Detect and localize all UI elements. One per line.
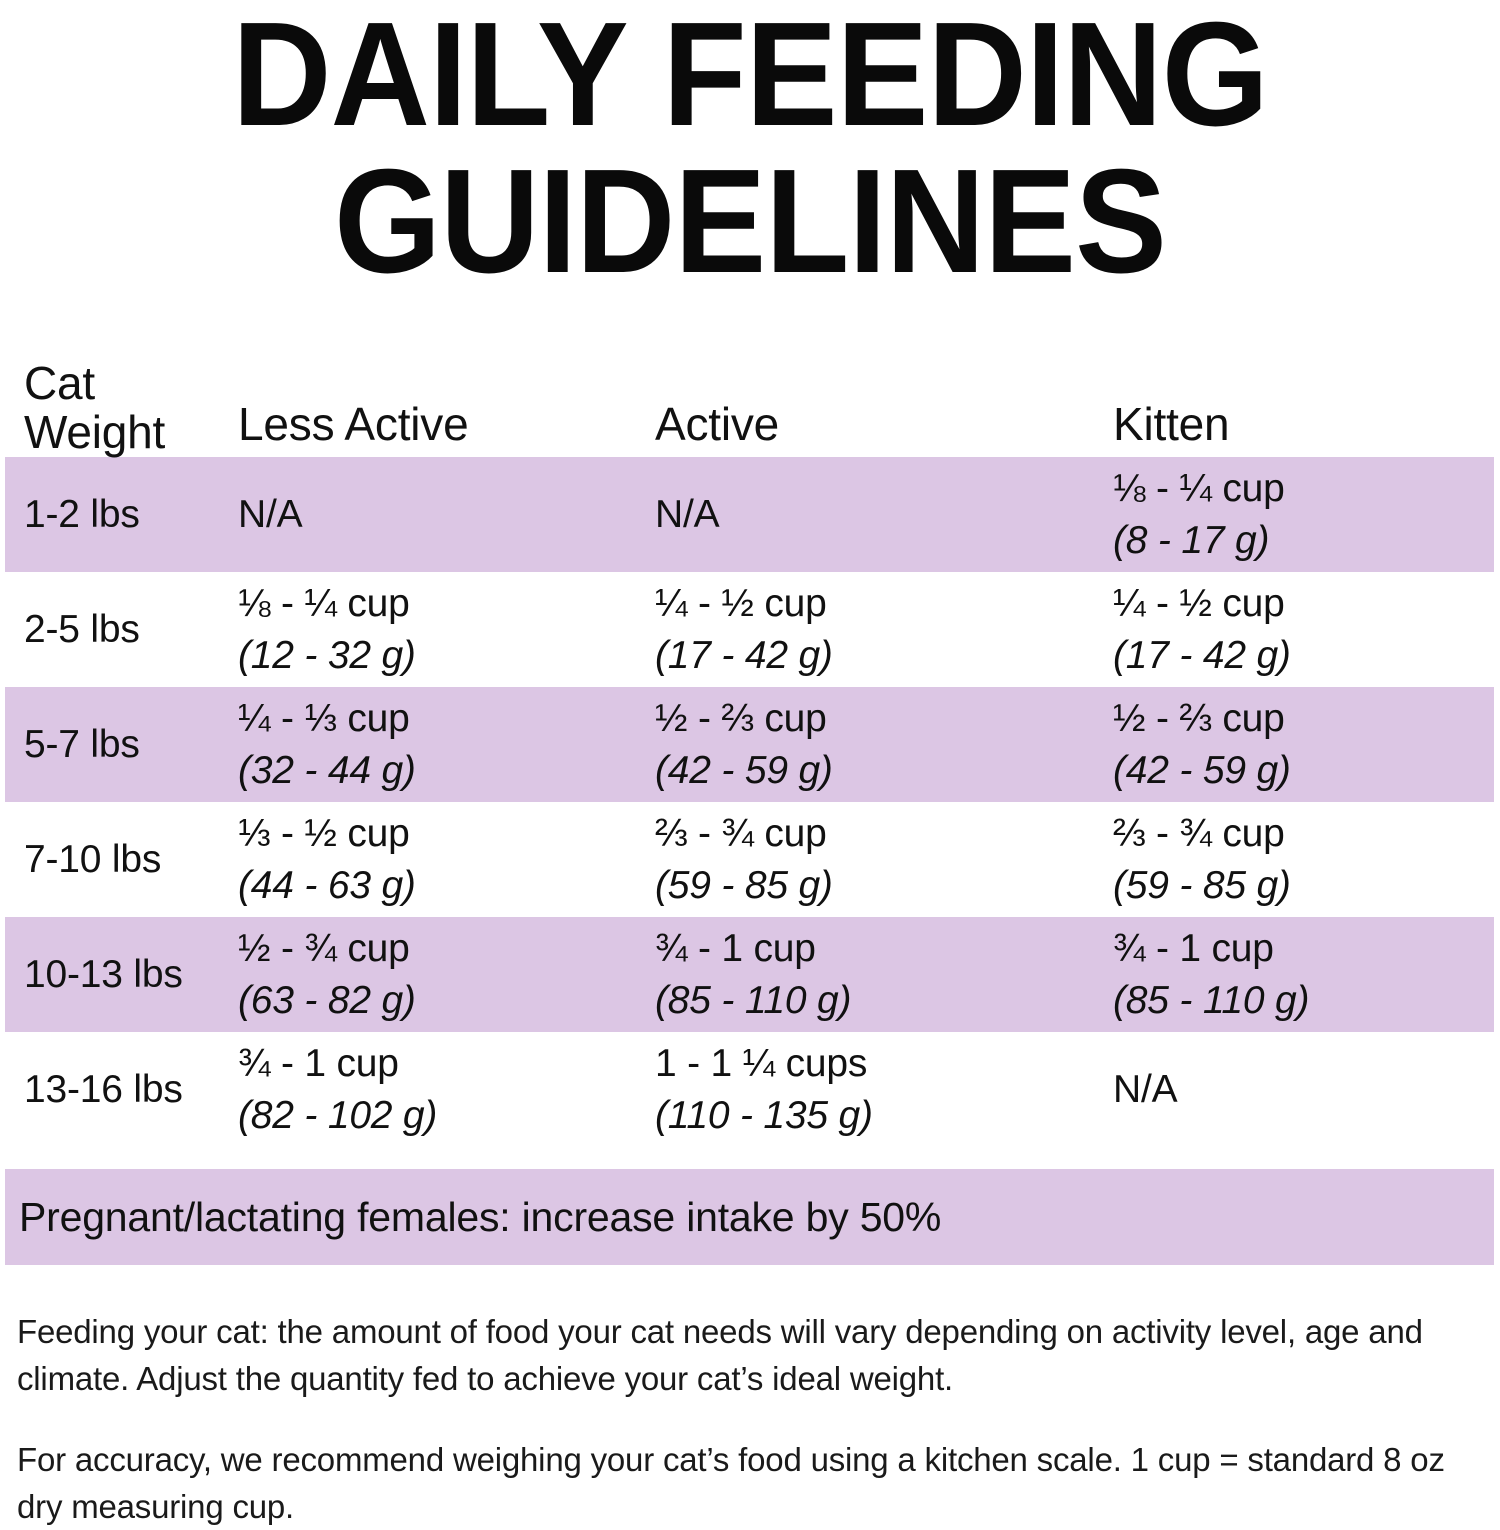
- header-kitten: Kitten: [1113, 397, 1230, 450]
- title-line-2: GUIDELINES: [334, 138, 1167, 304]
- row-kitten: ½ - ⅔ cup (42 - 59 g): [1113, 696, 1291, 792]
- row-less-active: ½ - ¾ cup (63 - 82 g): [238, 926, 416, 1022]
- header-less-active: Less Active: [238, 397, 469, 450]
- accuracy-note: For accuracy, we recommend weighing your…: [17, 1440, 1445, 1525]
- feeding-guidelines-table: Cat Weight Less Active Active Kitten 1-2…: [5, 341, 1494, 1148]
- banner-text: Pregnant/lactating females: increase int…: [19, 1193, 942, 1240]
- row-less-active: ¾ - 1 cup (82 - 102 g): [238, 1041, 438, 1137]
- row-weight: 10-13 lbs: [24, 952, 183, 996]
- row-active: ¾ - 1 cup (85 - 110 g): [655, 926, 852, 1022]
- row-active: ½ - ⅔ cup (42 - 59 g): [655, 696, 833, 792]
- row-less-active: ⅛ - ¼ cup (12 - 32 g): [238, 581, 416, 677]
- row-weight: 5-7 lbs: [24, 722, 140, 766]
- page-title: DAILY FEEDING GUIDELINES: [0, 0, 1500, 295]
- row-weight: 7-10 lbs: [24, 837, 162, 881]
- pregnant-lactating-banner: Pregnant/lactating females: increase int…: [5, 1169, 1494, 1266]
- header-active: Active: [655, 397, 780, 450]
- row-active: ⅔ - ¾ cup (59 - 85 g): [655, 811, 833, 907]
- table-row: 13-16 lbs ¾ - 1 cup (82 - 102 g) 1 - 1 ¼ …: [5, 1032, 1494, 1148]
- header-cat-weight: Cat Weight: [5, 356, 238, 458]
- table-row: 7-10 lbs ⅓ - ½ cup (44 - 63 g) ⅔ - ¾ cup(…: [5, 802, 1494, 918]
- row-less-active: ⅓ - ½ cup (44 - 63 g): [238, 811, 416, 907]
- row-weight: 13-16 lbs: [24, 1067, 183, 1111]
- row-kitten: ⅔ - ¾ cup (59 - 85 g): [1113, 811, 1291, 907]
- table-header-row: Cat Weight Less Active Active Kitten: [5, 341, 1494, 458]
- row-kitten: ¼ - ½ cup (17 - 42 g): [1113, 581, 1291, 677]
- title-line-1: DAILY FEEDING: [232, 0, 1269, 157]
- row-less-active: ¼ - ⅓ cup (32 - 44 g): [238, 696, 416, 792]
- row-kitten: ⅛ - ¼ cup (8 - 17 g): [1113, 466, 1285, 562]
- row-kitten: N/A: [1113, 1068, 1178, 1112]
- header-cat-weight-line1: Cat: [24, 356, 95, 409]
- row-kitten: ¾ - 1 cup (85 - 110 g): [1113, 926, 1310, 1022]
- row-active: N/A: [655, 493, 720, 537]
- header-cat-weight-line2: Weight: [24, 405, 166, 458]
- row-less-active: N/A: [238, 493, 303, 537]
- row-weight: 1-2 lbs: [24, 492, 140, 536]
- row-weight: 2-5 lbs: [24, 607, 140, 651]
- row-active: 1 - 1 ¼ cups (110 - 135 g): [655, 1041, 873, 1137]
- table-row: 2-5 lbs ⅛ - ¼ cup (12 - 32 g) ¼ - ½ cup (1…: [5, 572, 1494, 688]
- row-active: ¼ - ½ cup (17 - 42 g): [655, 581, 833, 677]
- table-row: 10-13 lbs ½ - ¾ cup (63 - 82 g) ¾ - 1 cup…: [5, 917, 1494, 1033]
- table-row: 1-2 lbs N/A N/A ⅛ - ¼ cup (8 - 17 g): [5, 457, 1494, 573]
- feeding-note: Feeding your cat: the amount of food you…: [17, 1313, 1423, 1397]
- footer-notes: Feeding your cat: the amount of food you…: [17, 1309, 1483, 1530]
- table-row: 5-7 lbs ¼ - ⅓ cup (32 - 44 g) ½ - ⅔ cup (4…: [5, 687, 1494, 803]
